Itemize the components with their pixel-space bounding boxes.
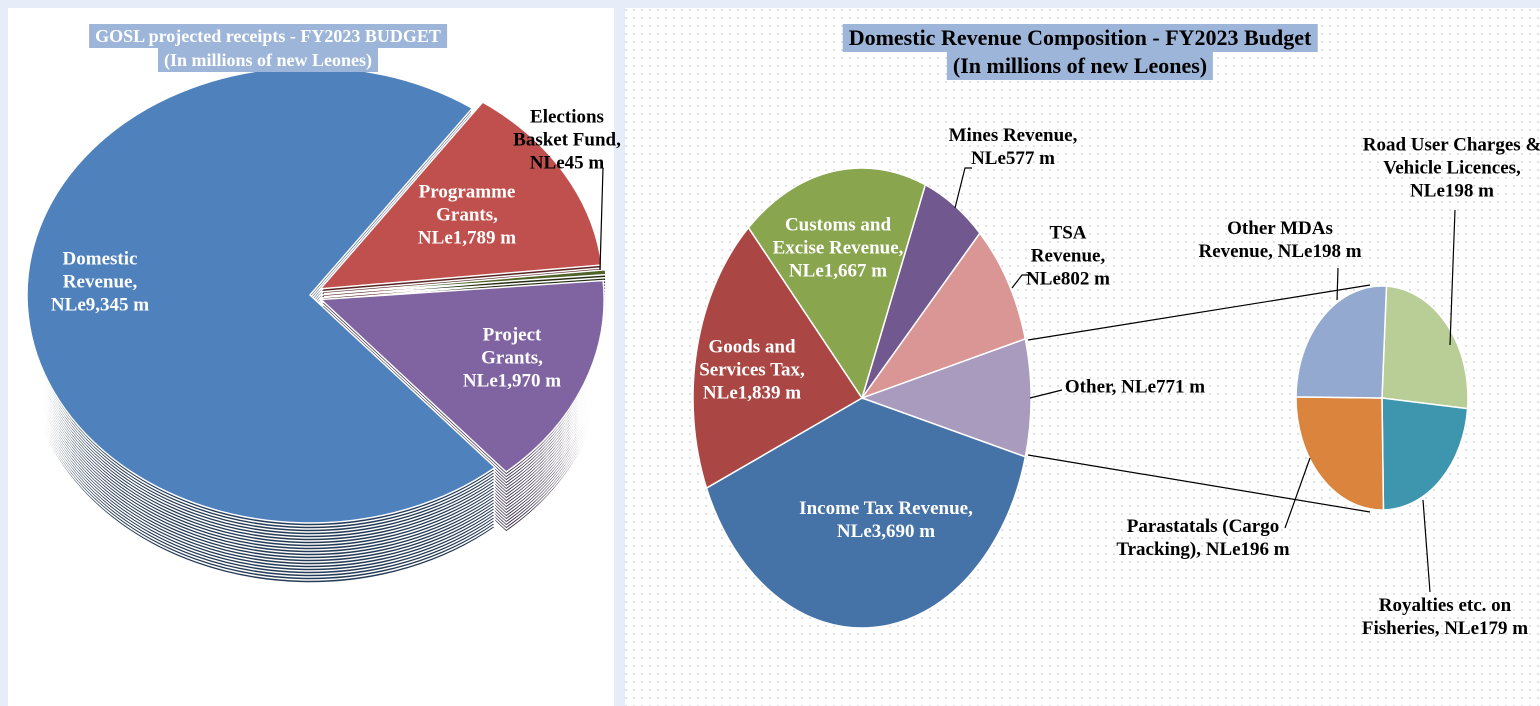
- slice: [859, 231, 1027, 400]
- slice: [747, 167, 927, 400]
- slice: [705, 397, 1027, 629]
- leader-line: [1029, 389, 1063, 399]
- data-label: TSA Revenue, NLe802 m: [1026, 222, 1110, 290]
- slice: [1295, 285, 1388, 399]
- data-label: Income Tax Revenue, NLe3,690 m: [799, 498, 973, 542]
- connector: [1027, 284, 1371, 341]
- data-label: Other MDAs Revenue, NLe198 m: [1198, 218, 1362, 262]
- leader-line: [1422, 499, 1431, 593]
- slice: [323, 268, 607, 295]
- slice: [1295, 396, 1385, 511]
- data-label: Customs and Excise Revenue, NLe1,667 m: [772, 214, 904, 282]
- connector: [1027, 454, 1371, 513]
- slice: [692, 226, 864, 490]
- slice: [319, 279, 605, 473]
- data-label: Elections Basket Fund, NLe45 m: [513, 106, 621, 174]
- slice: [1381, 397, 1469, 511]
- leader-line: [599, 167, 604, 271]
- leader-line: [954, 167, 972, 209]
- leader-line: [1449, 209, 1456, 346]
- data-label: Programme Grants, NLe1,789 m: [417, 181, 517, 249]
- leader-line: [1284, 457, 1311, 529]
- data-label: Goods and Services Tax, NLe1,839 m: [699, 336, 805, 404]
- slice: [318, 101, 603, 290]
- leader-line: [1336, 267, 1339, 301]
- chart-subtitle: (In millions of new Leones): [157, 48, 379, 72]
- chart-title: GOSL projected receipts - FY2023 BUDGET: [89, 24, 447, 48]
- data-label: Domestic Revenue, NLe9,345 m: [50, 248, 150, 316]
- data-label: Project Grants, NLe1,970 m: [462, 324, 562, 392]
- slice: [1381, 285, 1469, 410]
- leader-line: [1011, 274, 1030, 289]
- chart-subtitle: (In millions of new Leones): [946, 52, 1214, 80]
- data-label: Royalties etc. on Fisheries, NLe179 m: [1361, 595, 1529, 639]
- chart-title: Domestic Revenue Composition - FY2023 Bu…: [842, 24, 1318, 52]
- data-label: Parastatals (Cargo Tracking), NLe196 m: [1116, 516, 1290, 560]
- data-label: Road User Charges & Vehicle Licences, NL…: [1362, 134, 1540, 202]
- data-label: Mines Revenue, NLe577 m: [948, 125, 1078, 169]
- data-label: Other, NLe771 m: [1064, 376, 1206, 398]
